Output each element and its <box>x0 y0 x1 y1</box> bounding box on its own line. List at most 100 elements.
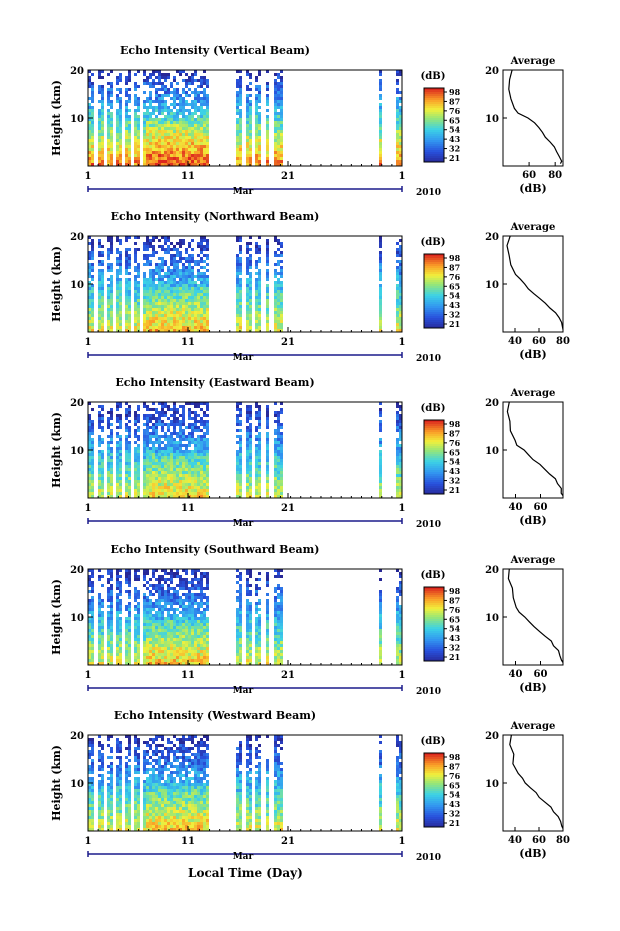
heat-cell <box>200 130 203 133</box>
heat-cell <box>155 611 158 614</box>
heat-cell <box>110 145 113 148</box>
heat-cell <box>164 121 167 124</box>
heat-cell <box>200 85 203 88</box>
heat-cell <box>158 281 161 284</box>
heat-cell <box>161 302 164 305</box>
heat-cell <box>280 447 283 450</box>
heat-cell <box>249 76 252 79</box>
heat-cell <box>379 492 382 495</box>
heat-cell <box>137 456 140 459</box>
heat-cell <box>155 605 158 608</box>
heat-cell <box>191 302 194 305</box>
heat-cell <box>161 73 164 76</box>
colorbar-step <box>424 158 444 161</box>
heat-cell <box>107 626 110 629</box>
heat-cell <box>125 308 128 311</box>
heat-cell <box>161 136 164 139</box>
heat-cell <box>98 239 101 242</box>
heat-cell <box>98 578 101 581</box>
heat-cell <box>277 311 280 314</box>
heat-cell <box>149 659 152 662</box>
heat-cell <box>249 121 252 124</box>
heat-cell <box>176 284 179 287</box>
heat-cell <box>128 163 131 166</box>
heat-cell <box>164 620 167 623</box>
heat-cell <box>155 326 158 329</box>
heat-cell <box>143 423 146 426</box>
heat-cell <box>173 97 176 100</box>
heat-cell <box>176 450 179 453</box>
heat-cell <box>152 483 155 486</box>
heat-cell <box>161 644 164 647</box>
heat-cell <box>167 112 170 115</box>
heat-cell <box>277 124 280 127</box>
heat-cell <box>182 91 185 94</box>
heat-cell <box>107 617 110 620</box>
heat-cell <box>164 329 167 332</box>
heat-cell <box>179 435 182 438</box>
heat-cell <box>185 290 188 293</box>
heat-cell <box>128 620 131 623</box>
heat-cell <box>203 154 206 157</box>
heat-cell <box>170 432 173 435</box>
heat-cell <box>107 444 110 447</box>
heat-cell <box>185 650 188 653</box>
heat-cell <box>246 281 249 284</box>
colorbar-step <box>424 324 444 327</box>
heat-cell <box>246 405 249 408</box>
heat-cell <box>107 614 110 617</box>
heat-cell <box>152 468 155 471</box>
heat-cell <box>164 578 167 581</box>
heat-cell <box>399 495 402 498</box>
heat-cell <box>206 329 209 332</box>
heat-cell <box>396 100 399 103</box>
x-tick-label: 1 <box>85 337 92 348</box>
heat-cell <box>143 133 146 136</box>
heat-cell <box>146 145 149 148</box>
heat-cell <box>149 275 152 278</box>
heat-cell <box>179 260 182 263</box>
heat-cell <box>399 311 402 314</box>
colorbar-tick-label: 65 <box>449 281 460 291</box>
heat-cell <box>255 405 258 408</box>
heat-cell <box>203 275 206 278</box>
heat-cell <box>246 302 249 305</box>
heat-cell <box>200 402 203 405</box>
heat-cell <box>107 139 110 142</box>
heat-cell <box>246 157 249 160</box>
heat-cell <box>155 106 158 109</box>
heat-cell <box>280 314 283 317</box>
heat-cell <box>197 254 200 257</box>
heat-cell <box>182 429 185 432</box>
heat-cell <box>116 408 119 411</box>
heat-cell <box>246 73 249 76</box>
heat-cell <box>188 109 191 112</box>
heat-cell <box>134 429 137 432</box>
heat-cell <box>164 623 167 626</box>
heat-cell <box>107 239 110 242</box>
heat-cell <box>170 151 173 154</box>
heat-cell <box>277 278 280 281</box>
heat-cell <box>246 287 249 290</box>
heat-cell <box>191 486 194 489</box>
heat-cell <box>158 656 161 659</box>
heat-cell <box>101 251 104 254</box>
heat-cell <box>125 326 128 329</box>
heat-cell <box>236 423 239 426</box>
heat-cell <box>167 139 170 142</box>
heat-cell <box>249 317 252 320</box>
heat-cell <box>266 251 269 254</box>
heat-cell <box>152 287 155 290</box>
heat-cell <box>239 492 242 495</box>
heat-cell <box>379 290 382 293</box>
heat-cell <box>182 278 185 281</box>
heat-cell <box>88 444 91 447</box>
heat-cell <box>146 644 149 647</box>
heat-cell <box>179 293 182 296</box>
heat-cell <box>143 489 146 492</box>
heat-cell <box>197 465 200 468</box>
heat-cell <box>164 617 167 620</box>
heat-cell <box>91 608 94 611</box>
heat-cell <box>191 151 194 154</box>
heat-cell <box>107 486 110 489</box>
